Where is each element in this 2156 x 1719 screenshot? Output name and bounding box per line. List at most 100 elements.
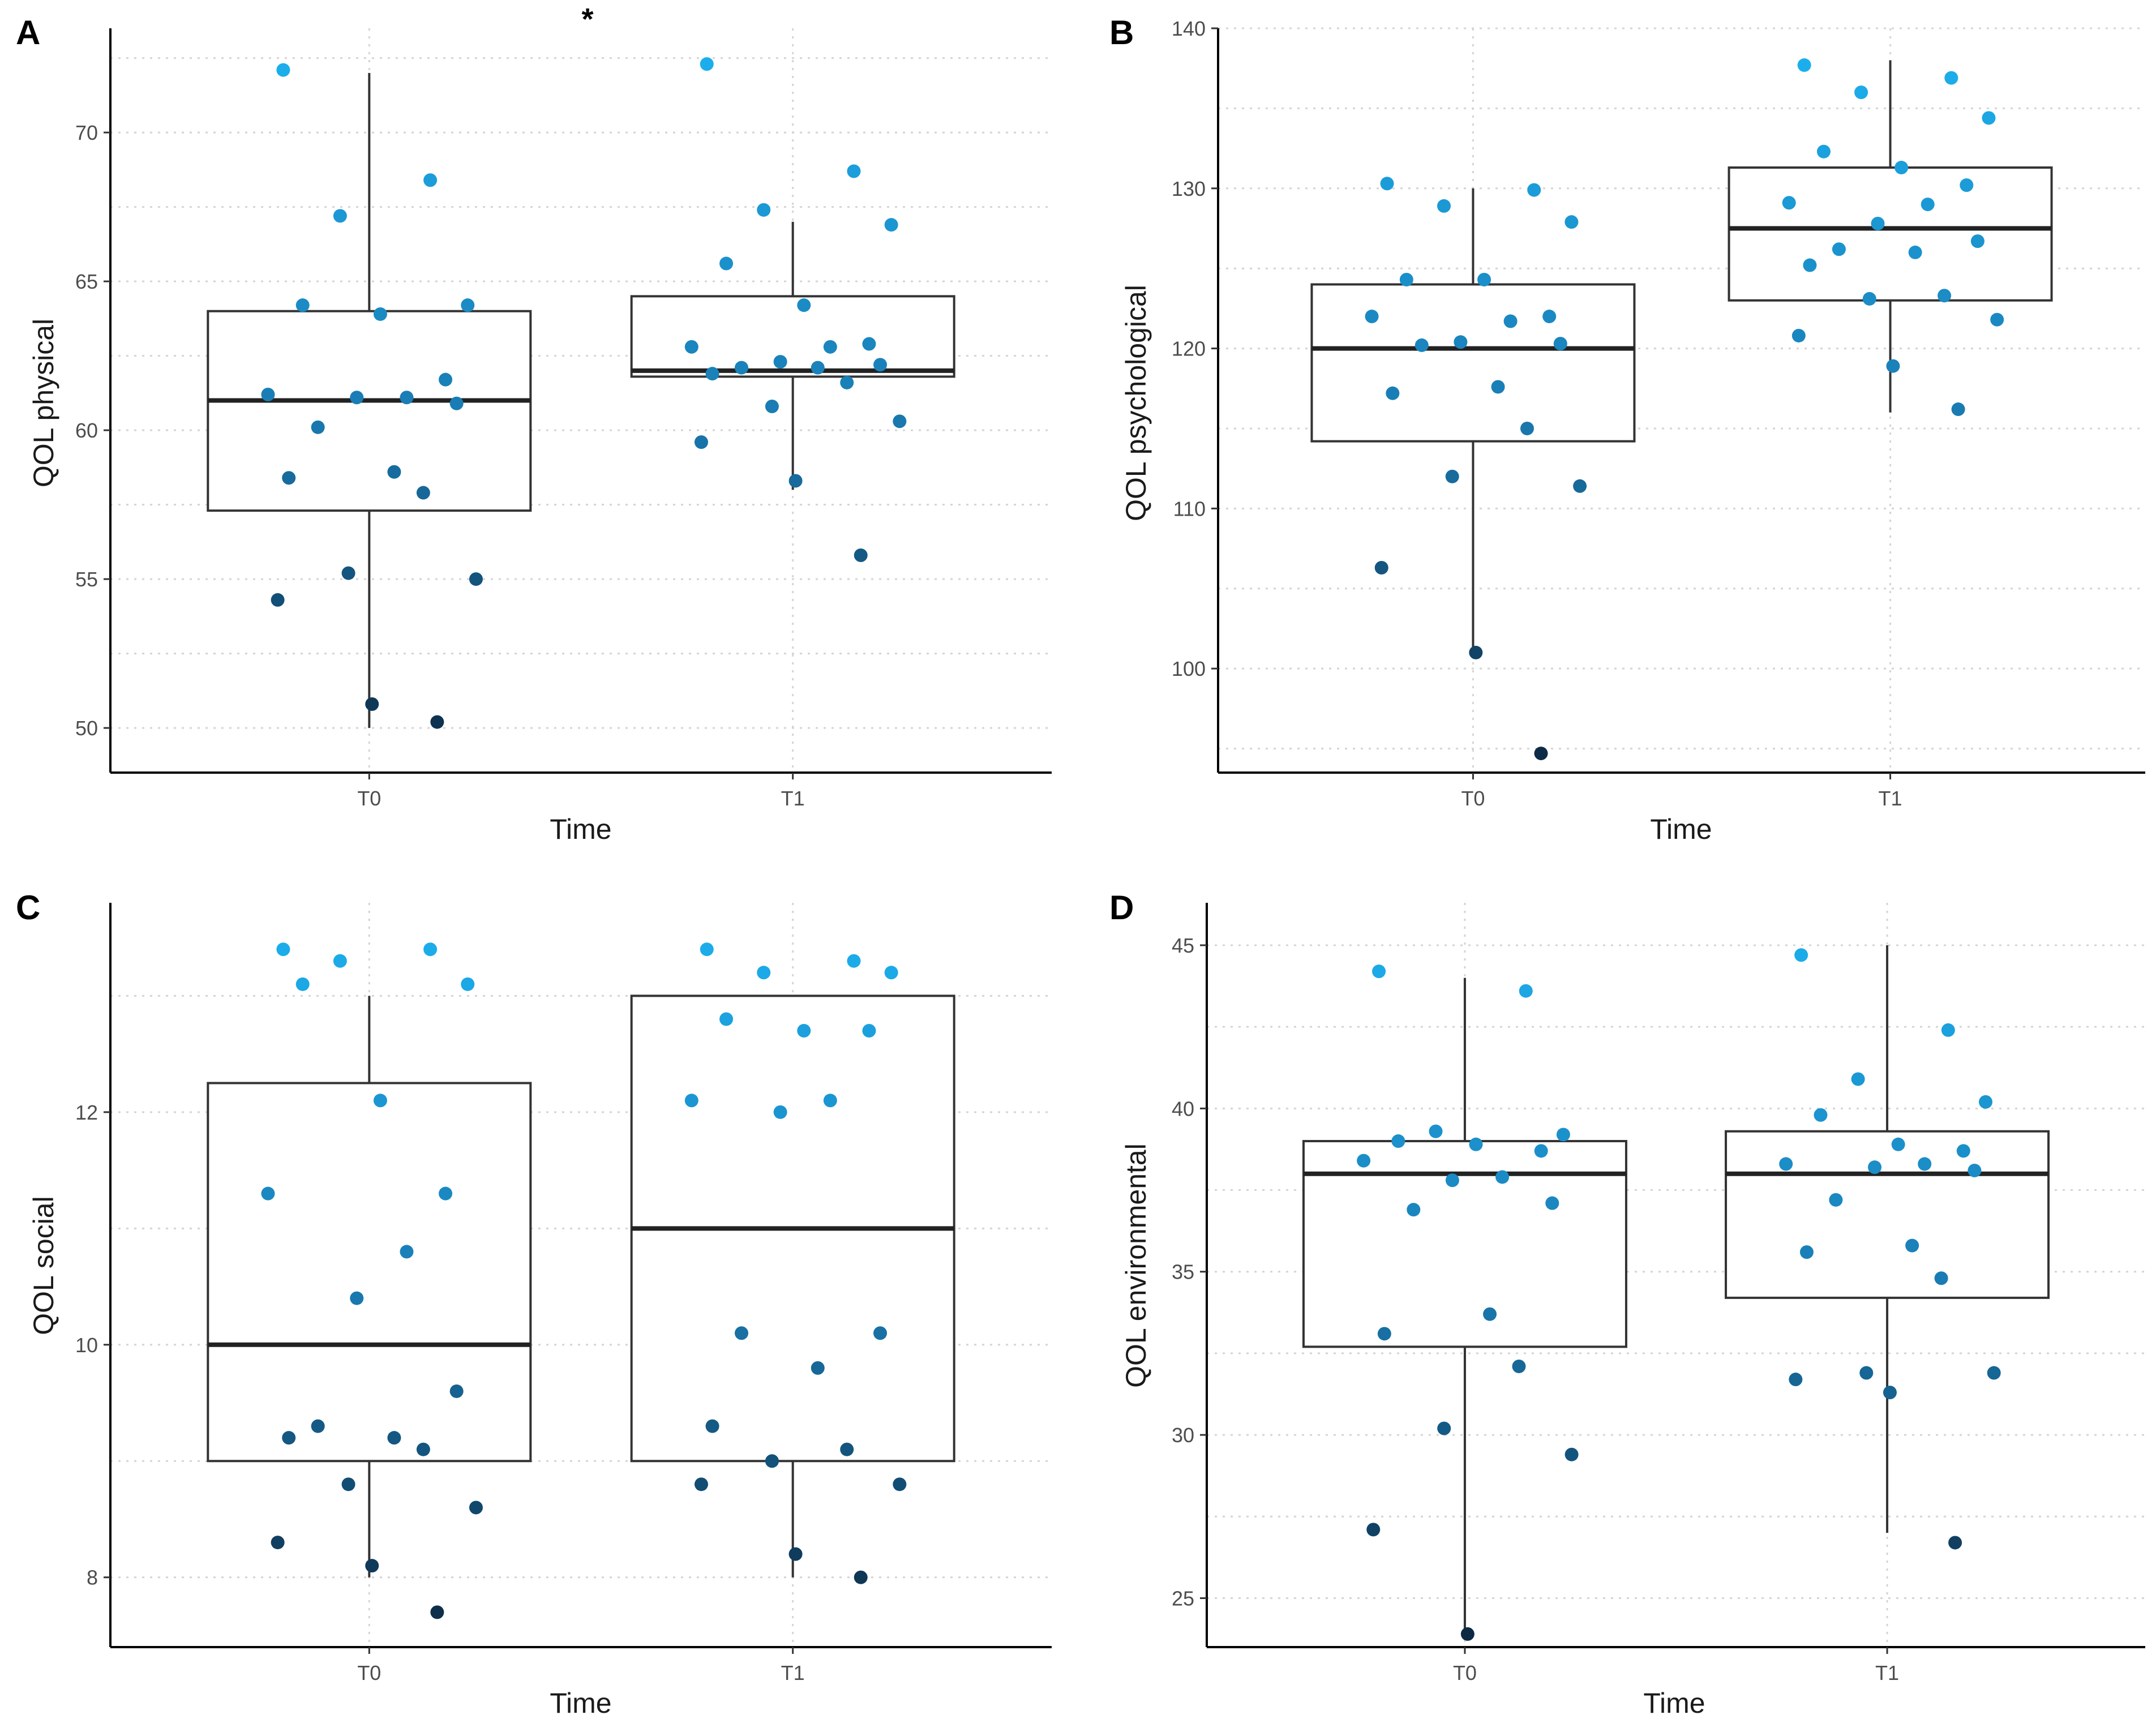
- data-point: [1545, 1196, 1559, 1210]
- data-point: [282, 1431, 296, 1445]
- y-tick-label: 45: [1172, 934, 1194, 957]
- data-point: [1357, 1154, 1371, 1168]
- data-point: [373, 1094, 387, 1108]
- data-point: [1871, 217, 1885, 231]
- data-point: [1905, 1238, 1919, 1253]
- data-point: [1372, 964, 1386, 979]
- data-point: [684, 1094, 698, 1108]
- data-point: [757, 966, 771, 980]
- data-point: [1445, 469, 1459, 483]
- y-axis-label: QOL environmental: [1120, 1143, 1152, 1388]
- x-tick-label: T0: [1453, 1661, 1477, 1684]
- data-point: [1374, 561, 1388, 575]
- data-point: [1938, 289, 1952, 303]
- data-point: [840, 1442, 854, 1456]
- data-point: [1445, 1173, 1459, 1188]
- x-tick-label: T0: [357, 787, 381, 810]
- data-point: [1437, 1421, 1451, 1435]
- data-point: [1829, 1193, 1843, 1207]
- data-point: [847, 164, 861, 178]
- data-point: [1794, 948, 1808, 962]
- data-point: [1814, 1108, 1828, 1122]
- data-point: [365, 697, 379, 711]
- y-tick-label: 50: [75, 717, 98, 740]
- data-point: [1365, 310, 1379, 324]
- data-point: [1527, 183, 1541, 197]
- data-point: [1816, 144, 1831, 158]
- panel-letter-c: C: [16, 889, 40, 927]
- data-point: [694, 435, 708, 449]
- data-point: [1366, 1523, 1381, 1537]
- data-point: [1477, 272, 1491, 286]
- data-point: [700, 942, 714, 957]
- data-point: [1512, 1359, 1526, 1373]
- data-point: [1437, 199, 1451, 213]
- x-tick-label: T0: [1461, 787, 1485, 810]
- y-tick-label: 130: [1172, 177, 1206, 200]
- data-point: [282, 471, 296, 485]
- y-tick-label: 100: [1172, 657, 1206, 680]
- x-tick-label: T0: [357, 1661, 381, 1684]
- data-point: [341, 1477, 355, 1491]
- data-point: [1399, 272, 1413, 286]
- x-axis-label: Time: [550, 813, 611, 845]
- data-point: [1460, 1627, 1475, 1641]
- data-point: [873, 1326, 888, 1340]
- data-point: [757, 203, 771, 217]
- data-point: [1565, 215, 1579, 229]
- x-axis-label: Time: [550, 1687, 611, 1719]
- data-point: [1982, 111, 1996, 125]
- data-point: [773, 355, 787, 369]
- data-point: [295, 298, 310, 312]
- data-point: [1944, 71, 1958, 85]
- x-axis-label: Time: [1650, 813, 1712, 845]
- data-point: [884, 218, 898, 232]
- panel-letter-a: A: [16, 14, 40, 52]
- data-point: [1519, 984, 1533, 998]
- data-point: [423, 942, 438, 957]
- data-point: [854, 548, 868, 563]
- data-point: [840, 375, 854, 389]
- data-point: [1491, 380, 1505, 394]
- data-point: [423, 173, 438, 187]
- data-point: [873, 358, 888, 372]
- data-point: [847, 954, 861, 968]
- data-point: [1956, 1144, 1970, 1158]
- data-point: [1782, 196, 1796, 210]
- data-point: [1862, 291, 1876, 306]
- data-point: [1934, 1271, 1948, 1285]
- data-point: [430, 715, 444, 729]
- data-point: [1407, 1203, 1421, 1217]
- y-axis-label: QOL physical: [28, 319, 59, 487]
- data-point: [1921, 198, 1935, 212]
- data-point: [788, 1547, 803, 1561]
- data-point: [705, 1419, 719, 1433]
- data-point: [387, 1431, 401, 1445]
- data-point: [1868, 1160, 1881, 1174]
- data-point: [1503, 314, 1518, 328]
- data-point: [719, 1012, 734, 1026]
- data-point: [1469, 1137, 1483, 1151]
- data-point: [311, 420, 325, 434]
- data-point: [811, 361, 825, 375]
- data-point: [1483, 1307, 1497, 1321]
- data-point: [469, 1501, 483, 1515]
- data-point: [365, 1559, 379, 1573]
- data-point: [1968, 1163, 1982, 1177]
- box-iqr: [1310, 283, 1636, 443]
- panel-d-qol-environmental: D QOL environmental Time 25 30 35 40 45 T0 T1: [1109, 889, 2145, 1719]
- data-point: [1918, 1157, 1932, 1171]
- box-iqr: [207, 1082, 532, 1463]
- data-point: [1859, 1366, 1874, 1380]
- data-point: [862, 1024, 876, 1038]
- y-axis-label: QOL psychological: [1120, 285, 1152, 521]
- data-point: [719, 256, 734, 271]
- data-point: [1886, 359, 1900, 373]
- data-point: [1891, 1137, 1905, 1151]
- y-tick-label: 35: [1172, 1261, 1194, 1284]
- data-point: [430, 1605, 444, 1619]
- data-point: [862, 337, 876, 351]
- data-point: [461, 977, 475, 991]
- data-point: [700, 57, 714, 71]
